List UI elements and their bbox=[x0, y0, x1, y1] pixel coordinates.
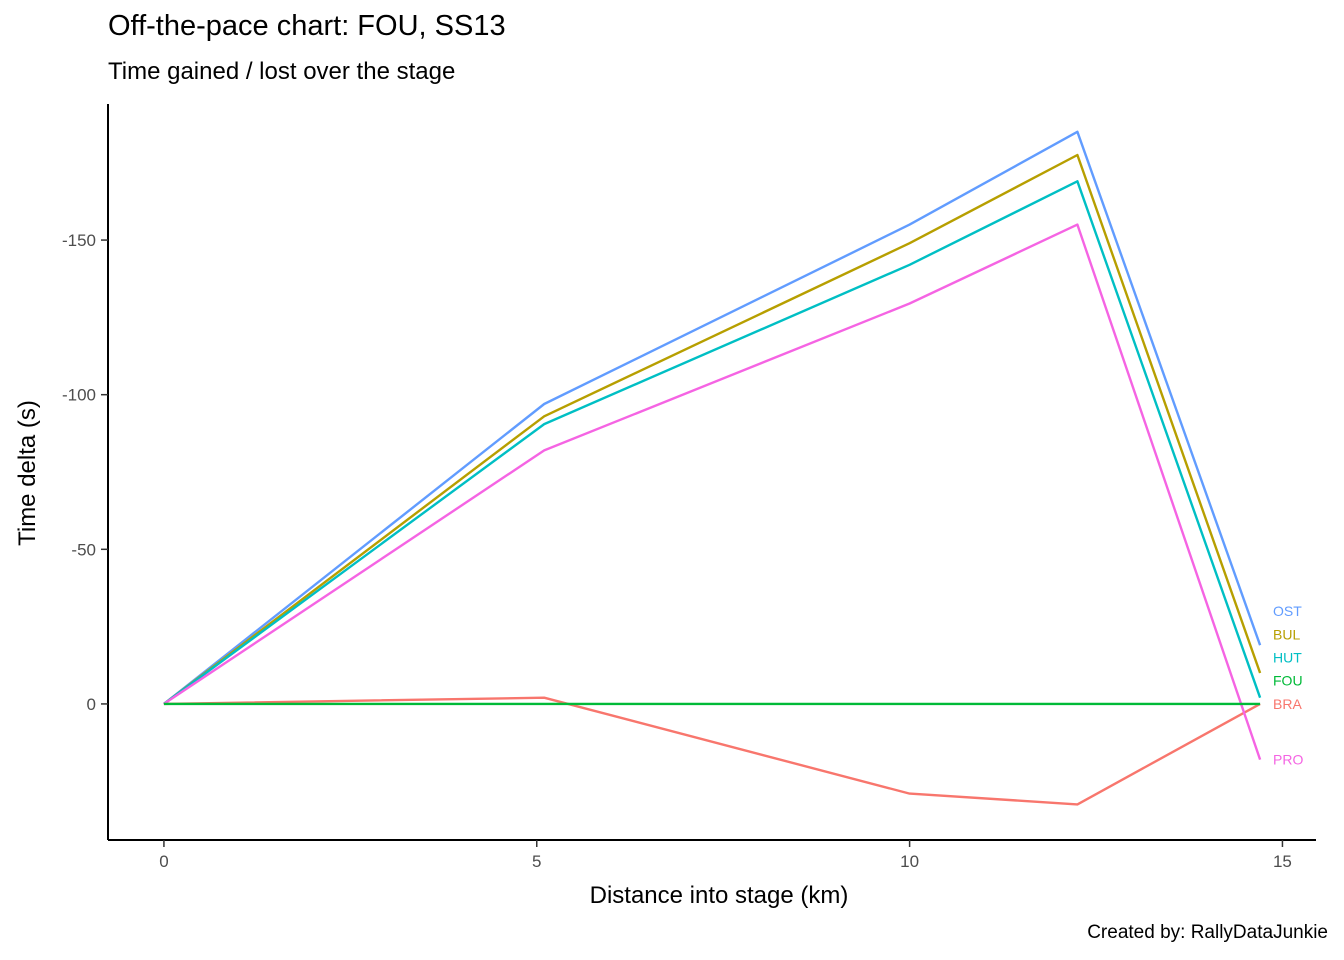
series-line-pro bbox=[163, 223, 1262, 760]
x-tick-label: 10 bbox=[900, 852, 919, 871]
end-label-pro: PRO bbox=[1273, 752, 1303, 768]
x-axis-title: Distance into stage (km) bbox=[590, 882, 849, 909]
chart-title: Off-the-pace chart: FOU, SS13 bbox=[108, 10, 506, 42]
end-label-ost: OST bbox=[1273, 603, 1302, 619]
axes-layer: 0 5 10 15 0 -50 -100 -150 bbox=[62, 104, 1316, 871]
end-label-fou: FOU bbox=[1273, 673, 1303, 689]
series-line-ost bbox=[163, 130, 1262, 705]
x-tick-label: 5 bbox=[532, 852, 541, 871]
y-axis-title: Time delta (s) bbox=[14, 400, 41, 546]
y-tick-label: -150 bbox=[62, 231, 96, 250]
series-line-hut bbox=[163, 180, 1262, 705]
series-line-bul bbox=[163, 153, 1262, 705]
chart-caption: Created by: RallyDataJunkie bbox=[1087, 922, 1328, 943]
end-label-bul: BUL bbox=[1273, 626, 1300, 642]
y-tick-label: 0 bbox=[87, 695, 96, 714]
chart-subtitle: Time gained / lost over the stage bbox=[108, 58, 456, 85]
y-tick-label: -50 bbox=[71, 540, 96, 559]
end-label-bra: BRA bbox=[1273, 696, 1302, 712]
end-label-hut: HUT bbox=[1273, 650, 1302, 666]
series-line-bra bbox=[163, 696, 1261, 806]
series-layer bbox=[163, 130, 1262, 806]
end-label-layer: OST BUL HUT FOU BRA PRO bbox=[1273, 603, 1303, 767]
x-tick-label: 0 bbox=[159, 852, 168, 871]
y-tick-label: -100 bbox=[62, 386, 96, 405]
x-tick-label: 15 bbox=[1273, 852, 1292, 871]
